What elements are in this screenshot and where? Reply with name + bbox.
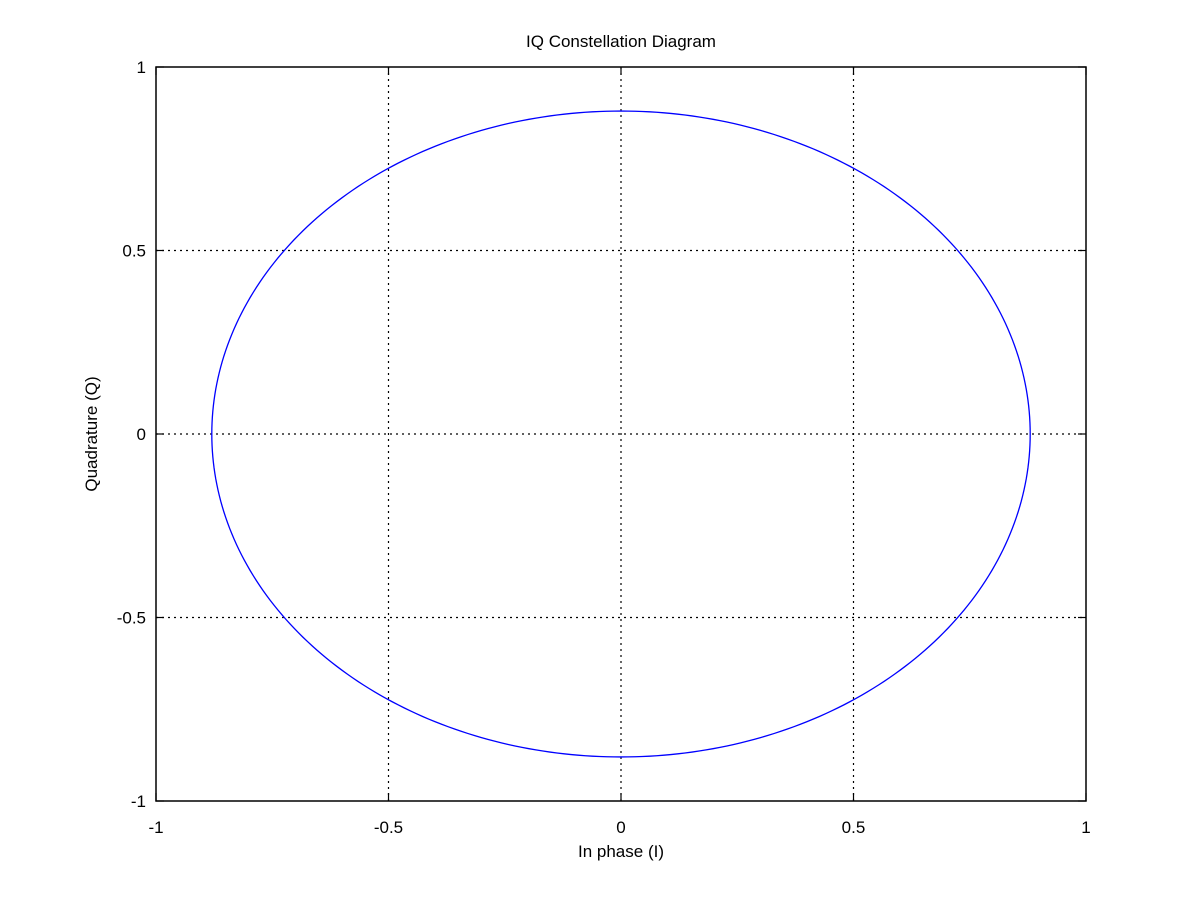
axis-ticks: -1 -0.5 0 0.5 1 -1 -0.5 0 0.5 1 [117,58,1091,837]
x-axis-label: In phase (I) [578,842,664,861]
y-tick-label: 0.5 [122,242,146,261]
constellation-circle-trace [211,110,1031,758]
y-tick-label: 0 [137,425,146,444]
y-axis-label: Quadrature (Q) [82,376,101,491]
grid-lines [156,67,1086,801]
plot-series [211,110,1031,758]
y-tick-label: 1 [137,58,146,77]
x-tick-label: -1 [148,818,163,837]
y-tick-label: -1 [131,792,146,811]
x-tick-label: -0.5 [374,818,403,837]
chart-title: IQ Constellation Diagram [526,32,716,51]
x-tick-label: 0.5 [842,818,866,837]
x-tick-label: 0 [616,818,625,837]
y-tick-label: -0.5 [117,609,146,628]
x-tick-label: 1 [1081,818,1090,837]
